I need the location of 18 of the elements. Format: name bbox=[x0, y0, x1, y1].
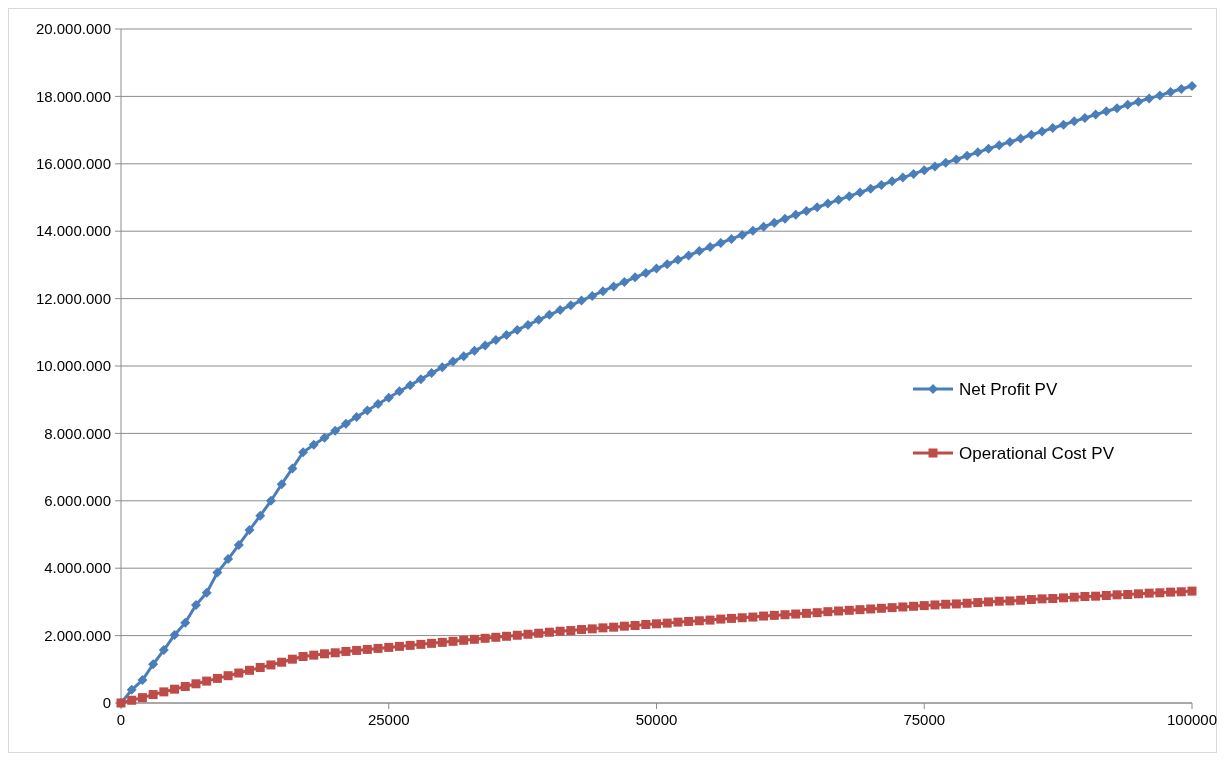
y-tick-label: 6.000.000 bbox=[44, 492, 111, 510]
x-tick-label: 0 bbox=[116, 711, 126, 728]
y-tick-label: 12.000.000 bbox=[35, 289, 111, 307]
y-tick-label: 10.000.000 bbox=[35, 357, 111, 375]
x-tick-label: 50000 bbox=[635, 711, 678, 728]
x-tick-label: 75000 bbox=[903, 711, 946, 728]
legend-label: Operational Cost PV bbox=[959, 443, 1115, 463]
legend-label: Net Profit PV bbox=[959, 379, 1058, 399]
y-tick-label: 0 bbox=[102, 694, 111, 712]
x-tick-label: 25000 bbox=[367, 711, 410, 728]
y-tick-label: 16.000.000 bbox=[35, 155, 111, 173]
y-tick-label: 2.000.000 bbox=[44, 626, 111, 644]
y-tick-label: 8.000.000 bbox=[44, 424, 111, 442]
y-tick-label: 14.000.000 bbox=[35, 222, 111, 240]
y-tick-label: 18.000.000 bbox=[35, 87, 111, 105]
x-tick-label: 100000 bbox=[1166, 711, 1218, 728]
y-tick-label: 20.000.000 bbox=[35, 20, 111, 38]
y-tick-label: 4.000.000 bbox=[44, 559, 111, 577]
